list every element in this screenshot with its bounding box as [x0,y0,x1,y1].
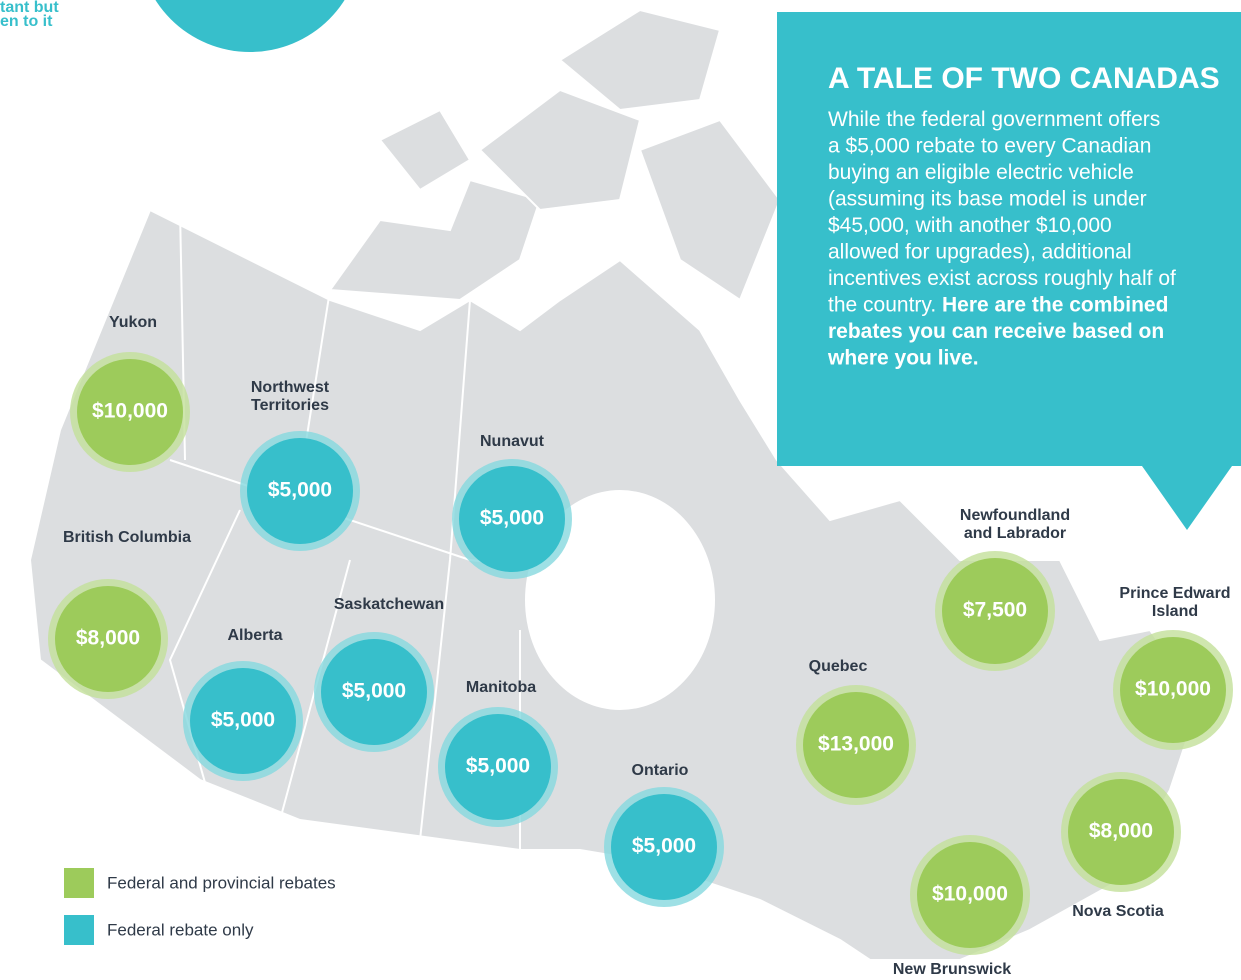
rebate-circle [190,668,296,774]
callout-line: incentives exist across roughly half of [828,267,1176,290]
rebate-value: $8,000 [76,627,140,650]
rebate-circle [917,842,1023,948]
rebate-value: $10,000 [932,883,1008,906]
province-name: Nunavut [480,433,545,450]
callout-line: $45,000, with another $10,000 [828,214,1112,237]
callout-line: (assuming its base model is under [828,187,1147,210]
province-name: Nova Scotia [1072,903,1164,920]
rebate-circle [942,558,1048,664]
legend-swatch [64,915,94,945]
callout-segment: incentives exist across roughly half of [828,267,1176,290]
province-name: Ontario [632,762,689,779]
callout-line: rebates you can receive based on [828,320,1164,343]
callout-segment: rebates you can receive based on [828,320,1164,343]
callout-line: allowed for upgrades), additional [828,240,1132,263]
rebate-circle [77,359,183,465]
rebate-value: $5,000 [268,479,332,502]
rebate-value: $5,000 [466,755,530,778]
legend-label: Federal rebate only [107,920,254,939]
province-name: Northwest [251,379,330,396]
province-name: New Brunswick [893,961,1011,978]
callout-line: the country. Here are the combined [828,293,1168,316]
rebate-value: $10,000 [1135,678,1211,701]
corner-line: en to it [0,13,53,30]
callout-segment: allowed for upgrades), additional [828,240,1132,263]
province-name: Alberta [227,627,282,644]
province-name: Yukon [109,314,157,331]
callout-segment: $45,000, with another $10,000 [828,214,1112,237]
callout-segment: buying an eligible electric vehicle [828,161,1134,184]
rebate-value: $5,000 [480,507,544,530]
province-name: Newfoundland [960,507,1070,524]
callout: A TALE OF TWO CANADAS While the federal … [777,12,1241,530]
province-name: Quebec [809,658,868,675]
rebate-circle [1068,779,1174,885]
corner-text: tant but en to it [0,0,59,30]
corner-line: tant but [0,0,59,16]
province-name: Island [1152,603,1198,620]
rebate-circle [321,639,427,745]
rebate-value: $7,500 [963,599,1027,622]
rebate-value: $5,000 [632,835,696,858]
callout-segment: While the federal government offers [828,108,1160,131]
rebate-value: $8,000 [1089,820,1153,843]
rebate-value: $10,000 [92,400,168,423]
callout-line: While the federal government offers [828,108,1160,131]
province-name: Prince Edward [1119,585,1230,602]
province-name: British Columbia [63,529,191,546]
rebate-circle [55,586,161,692]
rebate-circle [247,438,353,544]
rebate-circle [803,692,909,798]
callout-line: where you live. [827,346,979,369]
province-name: Manitoba [466,679,536,696]
callout-segment: Here are the combined [942,293,1168,316]
rebate-circle [1120,637,1226,743]
callout-line: a $5,000 rebate to every Canadian [828,134,1151,157]
callout-line: buying an eligible electric vehicle [828,161,1134,184]
rebate-circle [611,794,717,900]
legend-swatch [64,868,94,898]
callout-segment: a $5,000 rebate to every Canadian [828,134,1151,157]
callout-title: A TALE OF TWO CANADAS [828,62,1220,95]
callout-segment: the country. [828,293,942,316]
rebate-circle [459,466,565,572]
rebate-circle [445,714,551,820]
rebate-value: $5,000 [342,680,406,703]
callout-segment: (assuming its base model is under [828,187,1147,210]
corner-circle [155,0,345,52]
rebate-value: $13,000 [818,733,894,756]
province-name: and Labrador [964,525,1066,542]
province-name: Territories [251,397,329,414]
province-name: Saskatchewan [334,596,444,613]
rebate-value: $5,000 [211,709,275,732]
callout-segment: where you live. [827,346,979,369]
legend-label: Federal and provincial rebates [107,873,336,892]
